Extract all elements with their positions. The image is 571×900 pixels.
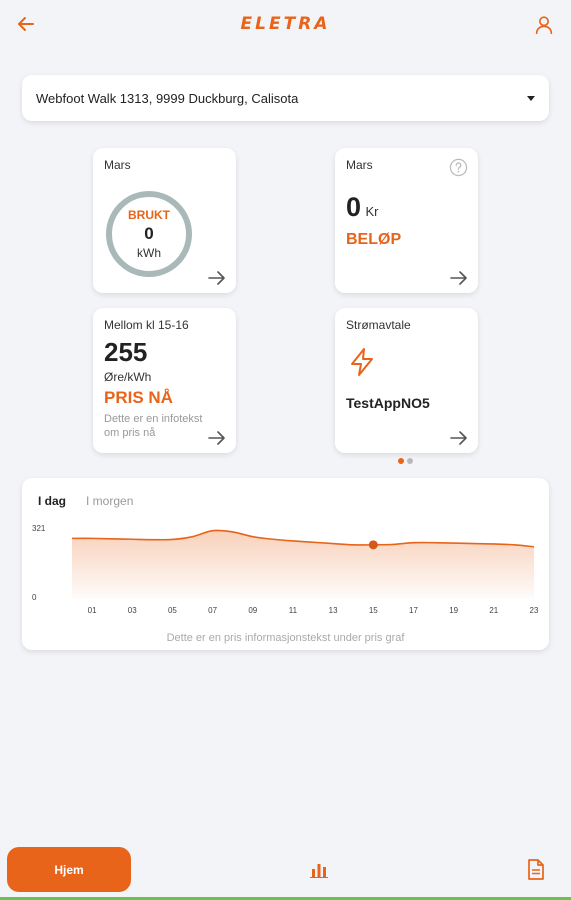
x-tick-label: 23: [530, 606, 539, 615]
arrow-right-icon[interactable]: [450, 271, 468, 285]
bar-chart-icon[interactable]: [309, 862, 329, 878]
price-unit: Øre/kWh: [104, 370, 152, 384]
usage-unit: kWh: [137, 246, 161, 260]
arrow-left-icon[interactable]: [14, 12, 38, 36]
chart-tabs: I dag I morgen: [38, 494, 133, 508]
cost-card[interactable]: Mars 0 Kr BELØP: [335, 148, 478, 293]
price-value: 255: [104, 337, 148, 367]
document-icon[interactable]: [527, 859, 545, 880]
cost-unit: Kr: [365, 204, 379, 219]
x-tick-label: 19: [449, 606, 458, 615]
price-chart-card: I dag I morgen 321 0 01 03 05 07 09 11 13 15 17 19 2…: [22, 478, 549, 650]
x-tick-label: 07: [208, 606, 217, 615]
bottom-accent-line: [0, 897, 571, 900]
x-tick-label: 21: [489, 606, 498, 615]
price-line: [71, 529, 535, 548]
agreement-label: Strømavtale: [346, 318, 411, 332]
arrow-right-icon[interactable]: [208, 271, 226, 285]
pager-dot-1[interactable]: [398, 458, 404, 464]
price-period: Mellom kl 15-16: [104, 318, 189, 332]
cost-value: 0: [346, 192, 362, 222]
x-tick-label: 05: [168, 606, 177, 615]
x-tick-label: 17: [409, 606, 418, 615]
usage-card[interactable]: Mars BRUKT 0 kWh: [93, 148, 236, 293]
lightning-icon: [351, 348, 373, 376]
x-tick-label: 13: [329, 606, 338, 615]
price-info-text: Dette er en infotekst om pris nå: [104, 413, 203, 439]
cost-period: Mars: [346, 158, 373, 172]
x-tick-label: 11: [289, 606, 298, 615]
price-card[interactable]: Mellom kl 15-16 255 Øre/kWh PRIS NÅ Dett…: [93, 308, 236, 453]
pager-dot-2[interactable]: [407, 458, 413, 464]
card-pager: [398, 458, 413, 464]
question-icon[interactable]: [449, 158, 468, 177]
usage-gauge-ring: [106, 191, 192, 277]
price-area: [72, 530, 534, 599]
usage-period: Mars: [104, 158, 131, 172]
y-tick-label: 0: [32, 593, 37, 602]
x-tick-label: 03: [128, 606, 137, 615]
tab-today[interactable]: I dag: [38, 494, 67, 508]
price-label: PRIS NÅ: [104, 388, 173, 407]
bottom-navigation: Hjem: [0, 838, 571, 900]
app-logo: ELETRA: [240, 14, 331, 34]
current-hour-marker: [368, 540, 378, 550]
home-button[interactable]: Hjem: [7, 847, 131, 892]
chart-info-text: Dette er en pris informasjonstekst under…: [166, 632, 405, 644]
address-dropdown[interactable]: Webfoot Walk 1313, 9999 Duckburg, Caliso…: [22, 75, 549, 121]
tab-tomorrow[interactable]: I morgen: [86, 494, 134, 508]
cost-amount: 0 Kr: [346, 192, 378, 223]
y-tick-label: 321: [32, 524, 46, 533]
x-tick-label: 09: [248, 606, 257, 615]
agreement-name: TestAppNO5: [346, 395, 430, 411]
arrow-right-icon[interactable]: [450, 431, 468, 445]
usage-value: 0: [144, 224, 154, 243]
usage-gauge-text: BRUKT 0 kWh: [103, 188, 195, 280]
user-icon[interactable]: [533, 14, 555, 36]
top-bar: ELETRA: [0, 0, 571, 50]
address-selected-value: Webfoot Walk 1313, 9999 Duckburg, Caliso…: [36, 90, 299, 106]
x-tick-label: 01: [88, 606, 97, 615]
usage-title: BRUKT: [128, 208, 170, 222]
arrow-right-icon[interactable]: [208, 431, 226, 445]
x-tick-label: 15: [369, 606, 378, 615]
price-chart: 321 0 01 03 05 07 09 11 13 15 17 19 21 23: [32, 524, 539, 615]
cost-label: BELØP: [346, 231, 402, 248]
agreement-card[interactable]: Strømavtale TestAppNO5: [335, 308, 478, 453]
caret-down-icon: [527, 95, 535, 101]
